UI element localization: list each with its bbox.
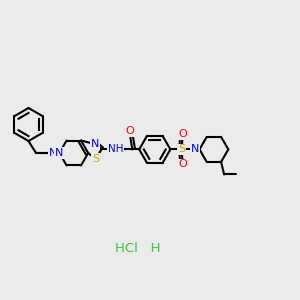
Text: HCl   H: HCl H [115,242,161,256]
Text: S: S [92,154,99,164]
Text: N: N [49,148,58,158]
Text: N: N [91,139,100,149]
Text: N: N [191,144,200,154]
Text: NH: NH [108,144,124,154]
Text: O: O [178,159,188,170]
Text: S: S [178,144,185,154]
Text: N: N [55,148,64,158]
Text: O: O [178,129,188,140]
Text: O: O [125,126,134,136]
